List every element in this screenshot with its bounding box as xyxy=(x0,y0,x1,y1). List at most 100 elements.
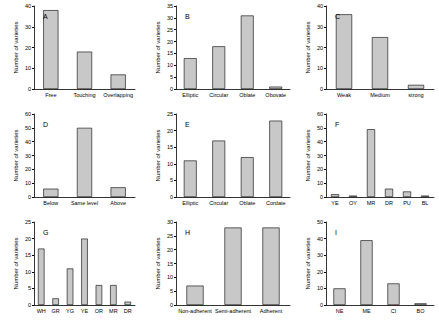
svg-text:5: 5 xyxy=(170,288,173,294)
svg-text:C: C xyxy=(335,13,340,20)
svg-text:30: 30 xyxy=(167,15,173,21)
svg-text:Oblate: Oblate xyxy=(239,92,255,98)
svg-text:Number of varieties: Number of varieties xyxy=(155,237,161,289)
svg-text:10: 10 xyxy=(167,161,173,167)
svg-text:OY: OY xyxy=(349,200,357,206)
svg-text:PU: PU xyxy=(403,200,411,206)
svg-text:25: 25 xyxy=(25,219,31,225)
svg-text:35: 35 xyxy=(167,3,173,9)
svg-text:Circular: Circular xyxy=(209,92,228,98)
svg-text:40: 40 xyxy=(317,3,323,9)
svg-text:Cordate: Cordate xyxy=(266,200,286,206)
svg-text:0: 0 xyxy=(170,86,173,92)
svg-text:30: 30 xyxy=(317,153,323,159)
svg-text:30: 30 xyxy=(317,252,323,258)
svg-text:BO: BO xyxy=(417,308,426,314)
svg-text:10: 10 xyxy=(317,180,323,186)
svg-text:D: D xyxy=(43,121,48,128)
svg-text:YE: YE xyxy=(331,200,339,206)
svg-text:0: 0 xyxy=(28,194,31,200)
svg-text:10: 10 xyxy=(317,285,323,291)
svg-text:CI: CI xyxy=(391,308,397,314)
svg-text:20: 20 xyxy=(317,45,323,51)
svg-text:5: 5 xyxy=(170,177,173,183)
svg-text:10: 10 xyxy=(25,269,31,275)
svg-text:30: 30 xyxy=(167,219,173,225)
svg-text:Medium: Medium xyxy=(370,92,390,98)
svg-text:Number of varieties: Number of varieties xyxy=(13,237,19,289)
svg-text:5: 5 xyxy=(28,285,31,291)
svg-text:0: 0 xyxy=(320,194,323,200)
svg-text:40: 40 xyxy=(25,3,31,9)
svg-text:50: 50 xyxy=(317,219,323,225)
svg-text:15: 15 xyxy=(167,261,173,267)
svg-text:25: 25 xyxy=(167,233,173,239)
svg-text:5: 5 xyxy=(170,74,173,80)
svg-text:F: F xyxy=(335,121,339,128)
svg-text:15: 15 xyxy=(167,144,173,150)
svg-text:Number of varieties: Number of varieties xyxy=(13,129,19,181)
svg-text:ME: ME xyxy=(362,308,371,314)
svg-text:YG: YG xyxy=(66,308,74,314)
svg-text:B: B xyxy=(185,13,190,20)
svg-text:Number of varieties: Number of varieties xyxy=(305,129,311,181)
svg-text:Number of varieties: Number of varieties xyxy=(13,21,19,73)
svg-text:10: 10 xyxy=(317,65,323,71)
svg-text:Touching: Touching xyxy=(73,92,95,98)
svg-text:10: 10 xyxy=(167,62,173,68)
svg-text:Obovate: Obovate xyxy=(265,92,286,98)
svg-text:30: 30 xyxy=(317,24,323,30)
svg-text:Overlapping: Overlapping xyxy=(103,92,133,98)
svg-text:NE: NE xyxy=(336,308,344,314)
svg-text:BL: BL xyxy=(422,200,429,206)
svg-text:Non-adherent: Non-adherent xyxy=(178,308,212,314)
svg-text:0: 0 xyxy=(320,302,323,308)
svg-text:40: 40 xyxy=(317,139,323,145)
svg-text:50: 50 xyxy=(317,125,323,131)
svg-text:30: 30 xyxy=(25,153,31,159)
svg-text:20: 20 xyxy=(25,166,31,172)
svg-text:I: I xyxy=(335,229,337,236)
svg-text:0: 0 xyxy=(170,302,173,308)
svg-text:20: 20 xyxy=(167,247,173,253)
svg-text:MR: MR xyxy=(367,200,376,206)
svg-text:60: 60 xyxy=(25,111,31,117)
svg-text:20: 20 xyxy=(317,269,323,275)
svg-text:10: 10 xyxy=(25,180,31,186)
svg-text:Free: Free xyxy=(45,92,56,98)
svg-text:strong: strong xyxy=(408,92,423,98)
svg-text:Adherent: Adherent xyxy=(260,308,283,314)
svg-text:Below: Below xyxy=(43,200,58,206)
svg-text:OR: OR xyxy=(95,308,103,314)
svg-text:15: 15 xyxy=(167,50,173,56)
svg-text:0: 0 xyxy=(28,86,31,92)
svg-text:20: 20 xyxy=(317,166,323,172)
svg-text:Weak: Weak xyxy=(337,92,351,98)
svg-text:30: 30 xyxy=(25,24,31,30)
svg-text:20: 20 xyxy=(167,128,173,134)
svg-text:Elliptic: Elliptic xyxy=(182,92,198,98)
svg-text:50: 50 xyxy=(25,125,31,131)
svg-text:GR: GR xyxy=(52,308,60,314)
svg-text:H: H xyxy=(185,229,190,236)
svg-text:25: 25 xyxy=(167,27,173,33)
svg-text:20: 20 xyxy=(25,236,31,242)
svg-text:40: 40 xyxy=(25,139,31,145)
svg-text:20: 20 xyxy=(25,45,31,51)
svg-text:20: 20 xyxy=(167,39,173,45)
svg-text:Oblate: Oblate xyxy=(239,200,255,206)
svg-text:G: G xyxy=(43,229,48,236)
svg-text:Semi-adherent: Semi-adherent xyxy=(215,308,252,314)
svg-text:Above: Above xyxy=(110,200,126,206)
svg-text:Number of varieties: Number of varieties xyxy=(155,129,161,181)
svg-text:Number of varieties: Number of varieties xyxy=(305,21,311,73)
svg-text:A: A xyxy=(43,13,48,20)
svg-text:Number of varieties: Number of varieties xyxy=(155,21,161,73)
svg-text:25: 25 xyxy=(167,111,173,117)
svg-text:DR: DR xyxy=(124,308,132,314)
svg-text:0: 0 xyxy=(28,302,31,308)
svg-text:E: E xyxy=(185,121,190,128)
svg-text:40: 40 xyxy=(317,236,323,242)
svg-text:MR: MR xyxy=(109,308,118,314)
svg-text:YE: YE xyxy=(81,308,89,314)
